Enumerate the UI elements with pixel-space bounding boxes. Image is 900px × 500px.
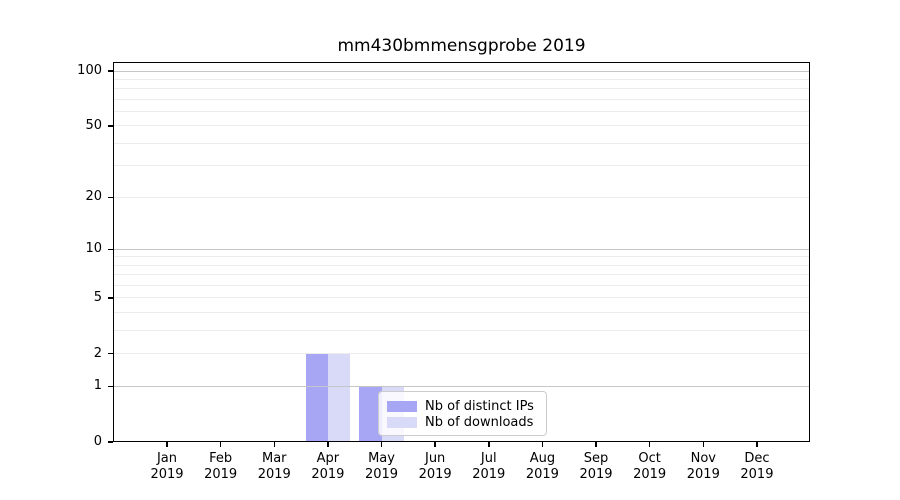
y-tick-label: 50 bbox=[85, 117, 102, 133]
gridline-minor bbox=[113, 111, 810, 113]
y-tickmark bbox=[108, 385, 113, 388]
legend: Nb of distinct IPs Nb of downloads bbox=[378, 391, 547, 436]
chart-title: mm430bmmensgprobe 2019 bbox=[337, 36, 586, 56]
x-tickmark bbox=[648, 442, 651, 447]
gridline-minor bbox=[113, 330, 810, 332]
x-tickmark bbox=[219, 442, 222, 447]
x-tick-label: Sep 2019 bbox=[579, 451, 613, 482]
x-tickmark bbox=[488, 442, 490, 447]
gridline-minor bbox=[113, 353, 810, 355]
gridline-minor bbox=[113, 297, 810, 299]
gridline-major bbox=[113, 70, 810, 72]
legend-label: Nb of downloads bbox=[425, 414, 534, 430]
y-tickmark bbox=[108, 125, 113, 127]
legend-item-downloads: Nb of downloads bbox=[387, 414, 538, 430]
gridline-minor bbox=[113, 274, 810, 276]
y-tick-label: 100 bbox=[77, 63, 102, 79]
x-tick-label: Mar 2019 bbox=[257, 451, 291, 482]
gridline-minor bbox=[113, 142, 810, 144]
legend-swatch-distinct-ips bbox=[387, 400, 417, 412]
gridline-minor bbox=[113, 196, 810, 198]
x-tick-label: Dec 2019 bbox=[740, 451, 774, 482]
y-tickmark bbox=[108, 352, 113, 355]
gridline-minor bbox=[113, 98, 810, 100]
x-tick-label: Apr 2019 bbox=[311, 451, 345, 482]
gridline-minor bbox=[113, 88, 810, 90]
y-tick-label: 5 bbox=[93, 289, 102, 305]
y-tickmark bbox=[108, 196, 113, 199]
y-tick-label: 0 bbox=[93, 434, 102, 449]
x-tickmark bbox=[273, 442, 275, 447]
legend-item-distinct-ips: Nb of distinct IPs bbox=[387, 398, 538, 414]
y-tick-label: 20 bbox=[85, 189, 102, 205]
legend-swatch-downloads bbox=[387, 416, 417, 428]
bar-distinct-ips bbox=[305, 353, 328, 442]
x-tickmark bbox=[166, 442, 168, 447]
x-tick-label: Oct 2019 bbox=[633, 451, 667, 482]
x-tick-label: May 2019 bbox=[364, 451, 399, 482]
x-tickmark bbox=[756, 442, 758, 447]
x-tick-label: Nov 2019 bbox=[686, 451, 720, 482]
x-tick-label: Aug 2019 bbox=[525, 451, 559, 482]
x-tickmark bbox=[541, 442, 544, 447]
y-tick-label: 1 bbox=[93, 378, 102, 394]
gridline-minor bbox=[113, 78, 810, 80]
gridline-minor bbox=[113, 285, 810, 287]
x-tick-label: Jul 2019 bbox=[472, 451, 506, 482]
x-tick-label: Jan 2019 bbox=[150, 451, 184, 482]
gridline-minor bbox=[113, 256, 810, 258]
x-tickmark bbox=[434, 442, 436, 447]
y-tickmark bbox=[108, 248, 113, 250]
legend-label: Nb of distinct IPs bbox=[425, 398, 534, 414]
y-tick-label: 2 bbox=[93, 345, 102, 361]
y-tickmark bbox=[108, 70, 113, 72]
bar-distinct-ips bbox=[359, 386, 382, 442]
gridline-major bbox=[113, 385, 810, 387]
gridline-minor bbox=[113, 264, 810, 266]
gridline-major bbox=[113, 248, 810, 250]
plot-border bbox=[113, 62, 810, 442]
x-tickmark bbox=[380, 442, 383, 447]
x-tick-label: Feb 2019 bbox=[204, 451, 238, 482]
gridline-minor bbox=[113, 165, 810, 167]
x-tickmark bbox=[327, 442, 329, 447]
gridline-minor bbox=[113, 312, 810, 314]
bar-downloads bbox=[327, 353, 351, 442]
y-tickmark bbox=[108, 297, 113, 299]
gridline-minor bbox=[113, 125, 810, 127]
y-tick-label: 10 bbox=[85, 241, 102, 257]
y-tickmark bbox=[108, 441, 113, 443]
x-tickmark bbox=[595, 442, 597, 447]
x-tickmark bbox=[702, 442, 705, 447]
x-tick-label: Jun 2019 bbox=[418, 451, 452, 482]
